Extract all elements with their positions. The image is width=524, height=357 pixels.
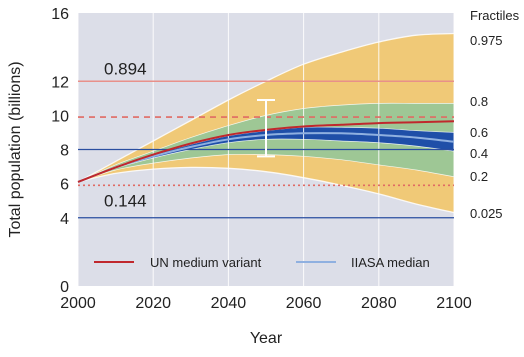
error-bar xyxy=(257,99,275,158)
fractile-labels: Fractiles 0.975 0.8 0.6 0.4 0.2 0.025 xyxy=(470,8,520,221)
y-axis-title: Total population (billions) xyxy=(7,61,24,237)
x-axis-title: Year xyxy=(250,330,283,347)
x-tick-2020: 2020 xyxy=(135,295,171,312)
x-axis-ticks: 2000 2020 2040 2060 2080 2100 xyxy=(60,295,472,312)
y-tick-6: 6 xyxy=(60,177,69,194)
fractile-label-1: 0.8 xyxy=(470,94,488,109)
y-axis-ticks: 0 4 6 8 10 12 16 xyxy=(51,6,69,296)
legend-label-un-medium: UN medium variant xyxy=(150,255,262,270)
fractile-label-2: 0.6 xyxy=(470,125,488,140)
fractile-label-3: 0.4 xyxy=(470,146,488,161)
fractiles-header: Fractiles xyxy=(470,8,520,23)
y-tick-4: 4 xyxy=(60,211,69,228)
legend-label-iiasa-median: IIASA median xyxy=(351,255,430,270)
x-tick-2100: 2100 xyxy=(436,295,472,312)
annotations: 0.894 0.144 xyxy=(104,59,147,210)
x-tick-2060: 2060 xyxy=(286,295,322,312)
x-tick-2080: 2080 xyxy=(361,295,397,312)
x-tick-2040: 2040 xyxy=(211,295,247,312)
y-tick-0: 0 xyxy=(60,279,69,296)
y-tick-8: 8 xyxy=(60,143,69,160)
y-tick-10: 10 xyxy=(51,108,69,125)
annotation-upper-probability: 0.894 xyxy=(104,59,147,78)
annotation-lower-probability: 0.144 xyxy=(104,191,147,210)
y-tick-12: 12 xyxy=(51,74,69,91)
x-tick-2000: 2000 xyxy=(60,295,96,312)
fractile-label-4: 0.2 xyxy=(470,169,488,184)
y-tick-16: 16 xyxy=(51,6,69,23)
band-inner xyxy=(78,127,454,182)
legend: UN medium variant IIASA median xyxy=(94,255,430,270)
fractile-label-5: 0.025 xyxy=(470,206,503,221)
fractile-label-0: 0.975 xyxy=(470,33,503,48)
fractile-line-5 xyxy=(77,166,455,214)
